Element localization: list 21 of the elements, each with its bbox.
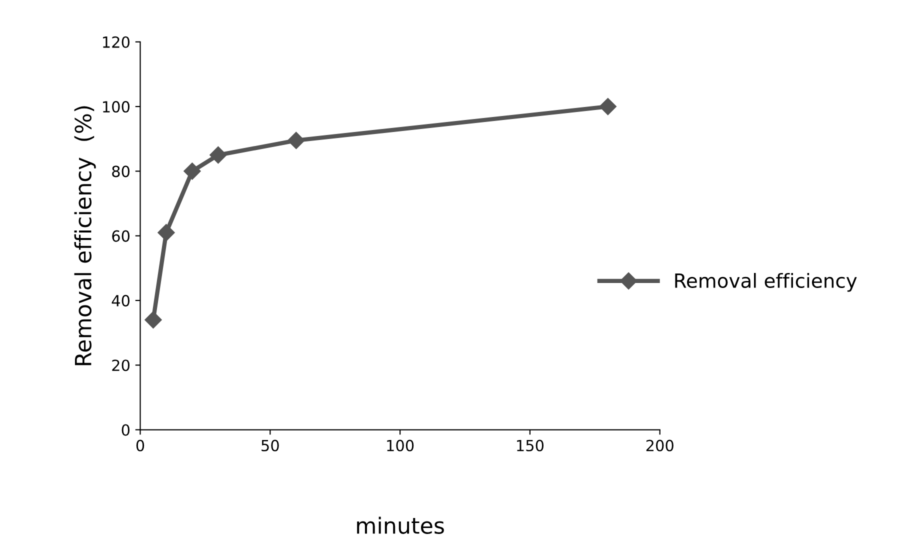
y-axis-title: Removal efficiency (%) — [74, 106, 96, 366]
point — [144, 311, 162, 328]
y-tick-label: 0 — [122, 424, 130, 436]
x-tick-label: 200 — [646, 440, 674, 452]
x-tick-label: 0 — [136, 440, 144, 452]
y-tick-label: 40 — [112, 294, 130, 306]
legend-label: Removal efficiency — [675, 272, 857, 292]
x-axis-title: minutes — [357, 516, 444, 534]
y-tick-label: 80 — [112, 166, 130, 178]
point — [158, 224, 175, 242]
point — [210, 146, 227, 164]
point — [288, 132, 305, 150]
x-tick-label: 100 — [387, 440, 414, 452]
point — [184, 162, 201, 180]
x-tick-label: 50 — [262, 440, 279, 452]
y-tick-label: 100 — [103, 101, 130, 113]
x-tick-label: 150 — [517, 440, 544, 452]
y-tick-label: 120 — [103, 36, 130, 48]
point — [599, 98, 616, 116]
y-tick-label: 20 — [112, 360, 130, 372]
y-tick-label: 60 — [112, 230, 130, 242]
